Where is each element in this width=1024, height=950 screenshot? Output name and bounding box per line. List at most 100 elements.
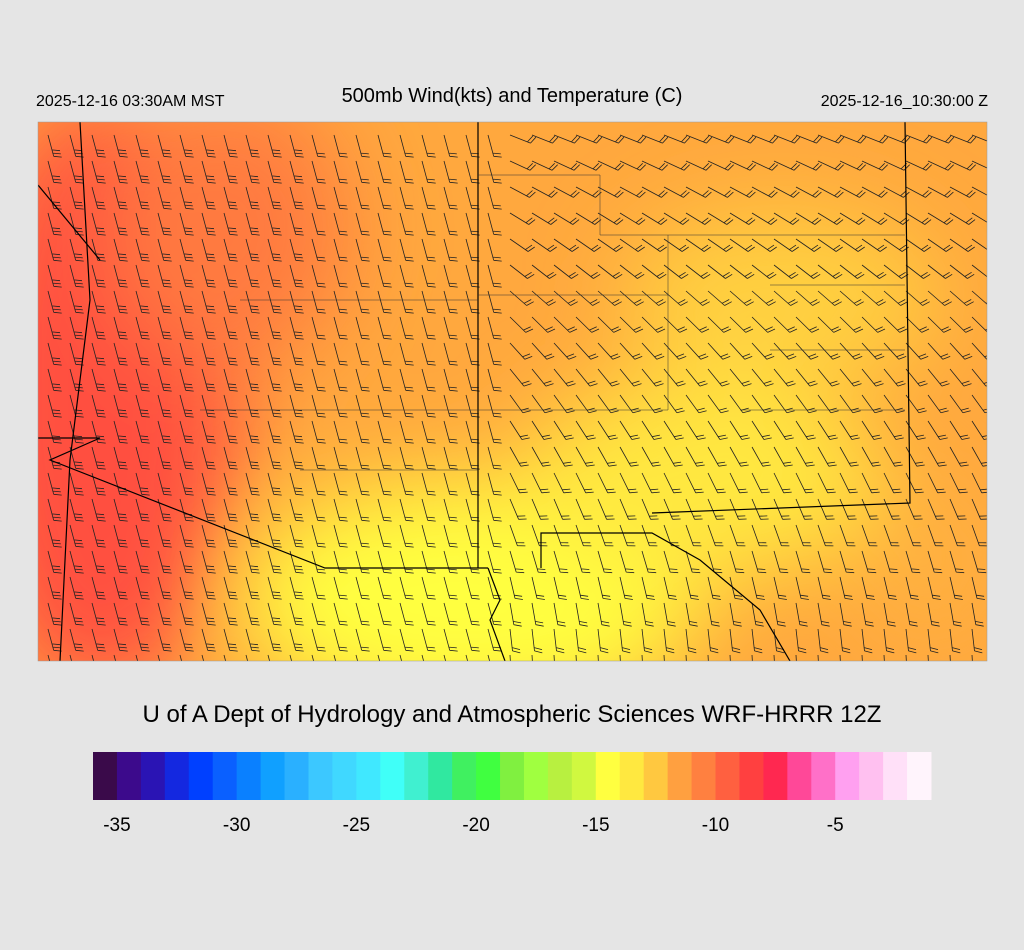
wind-barb [839, 264, 865, 279]
wind-barb [971, 420, 987, 440]
wind-barb [355, 368, 370, 392]
wind-barb [575, 628, 587, 654]
wind-barb [201, 602, 216, 626]
wind-barb [619, 290, 644, 306]
wind-barb [619, 186, 646, 198]
wind-barb [531, 576, 545, 600]
wind-barb [619, 238, 645, 252]
wind-barb [641, 134, 669, 144]
wind-barb [949, 238, 975, 252]
wind-barb [113, 446, 128, 470]
wind-barb [839, 134, 867, 144]
wind-barb [113, 212, 128, 236]
wind-barb [707, 342, 731, 360]
wind-barb [685, 238, 711, 252]
wind-barb [619, 264, 645, 279]
wind-barb [685, 550, 701, 574]
wind-barb [729, 420, 750, 440]
color-box [140, 752, 166, 800]
wind-barb [377, 498, 392, 522]
color-box [883, 752, 908, 800]
border [478, 294, 669, 411]
wind-barb [971, 212, 987, 223]
wind-barb [289, 394, 304, 418]
wind-barb [135, 472, 150, 496]
wind-barb [311, 628, 326, 652]
wind-barb [751, 472, 770, 494]
wind-barb [597, 420, 618, 440]
wind-barb [773, 550, 789, 574]
wind-barb [927, 212, 954, 225]
wind-barb [619, 472, 638, 494]
wind-barb [685, 186, 712, 198]
wind-barb [399, 628, 414, 652]
wind-barb [179, 394, 194, 418]
wind-barb [113, 160, 128, 184]
wind-barb [553, 654, 555, 661]
wind-barb [113, 342, 128, 366]
wind-barb [69, 576, 84, 600]
wind-barb [91, 212, 106, 236]
wind-barb [421, 134, 436, 158]
wind-barb [201, 368, 216, 392]
wind-barb [707, 186, 734, 198]
wind-barb [443, 524, 458, 548]
wind-barb [47, 576, 62, 600]
wind-barb [69, 420, 84, 444]
wind-barb [399, 576, 414, 600]
wind-barb [421, 160, 436, 184]
wind-barb [663, 134, 691, 144]
wind-barb [135, 628, 150, 652]
wind-barb [377, 524, 392, 548]
wind-barb [905, 290, 930, 306]
wind-barb [861, 342, 885, 360]
wind-barb [245, 498, 260, 522]
color-box [116, 752, 142, 800]
wind-barb [729, 134, 757, 144]
wind-barb [443, 446, 458, 470]
wind-barb [641, 446, 661, 467]
wind-barb [971, 134, 987, 142]
wind-barb [201, 264, 216, 288]
wind-barb [289, 472, 304, 496]
wind-barb [949, 134, 977, 144]
wind-barb [817, 472, 836, 494]
wind-barb [905, 264, 931, 279]
wind-barb [179, 212, 194, 236]
wind-barb [487, 394, 502, 418]
wind-barb [949, 654, 951, 661]
color-box [212, 752, 238, 800]
wind-barb [135, 420, 150, 444]
wind-barb [377, 238, 392, 262]
color-box [452, 752, 477, 800]
wind-barb [509, 342, 533, 360]
wind-barb [157, 602, 172, 626]
wind-barb [509, 576, 523, 600]
wind-barb [421, 290, 436, 314]
wind-barb [553, 420, 574, 440]
wind-barb [685, 160, 712, 171]
wind-barb [641, 316, 666, 333]
wind-barb [685, 628, 697, 654]
wind-barb [201, 420, 216, 444]
wind-barb [751, 342, 775, 360]
wind-barb [597, 446, 617, 467]
wind-barb [553, 238, 579, 252]
colorbar-tick-label: -15 [582, 815, 609, 836]
wind-barb [707, 654, 709, 661]
wind-barb [245, 420, 260, 444]
wind-barb [553, 212, 580, 225]
wind-barb [927, 290, 952, 306]
wind-barb [223, 316, 238, 340]
wind-barb [619, 342, 643, 360]
wind-barb [223, 498, 238, 522]
wind-barb [421, 550, 436, 574]
wind-barb [443, 342, 458, 366]
wind-barb [487, 628, 502, 652]
wind-barb [91, 602, 106, 626]
wind-barb [575, 342, 599, 360]
wind-barb [399, 654, 403, 661]
wind-barb [157, 472, 172, 496]
wind-barb [927, 134, 955, 144]
